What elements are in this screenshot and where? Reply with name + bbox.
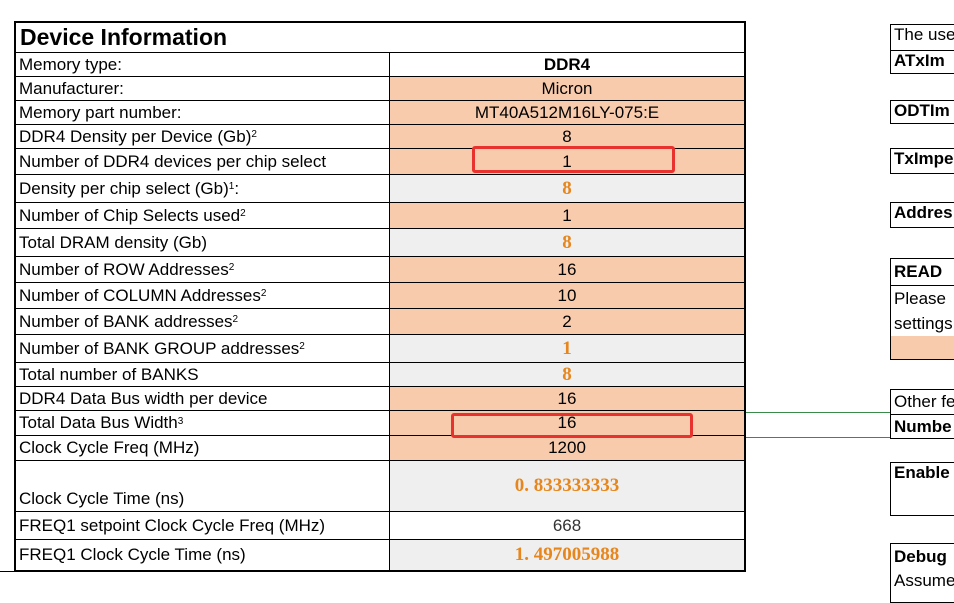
value-cell[interactable]: 8 [390,363,744,386]
value-input-cell[interactable]: 16 [390,387,744,410]
row-label: Memory part number: [16,101,390,124]
table-row: Clock Cycle Freq (MHz) 1200 [16,436,744,461]
highlight-devices-per-cs [472,146,675,173]
table-row: Number of BANK addresses 2 2 [16,309,744,335]
row-label: Number of ROW Addresses 2 [16,257,390,282]
row-label: Number of Chip Selects used 2 [16,203,390,228]
row-label: FREQ1 setpoint Clock Cycle Freq (MHz) [16,512,390,539]
row-label: Manufacturer: [16,77,390,100]
value-input-cell[interactable]: 1200 [390,436,744,460]
table-row: Total Data Bus Width 3 16 [16,411,744,436]
right-read-input[interactable] [891,336,954,359]
table-row: FREQ1 setpoint Clock Cycle Freq (MHz) 668 [16,512,744,540]
device-information-table: Device Information Memory type: DDR4 Manuf… [14,21,746,572]
right-tx-cell[interactable]: TxImpe [890,148,954,174]
right-read-block[interactable]: READ Please settings [890,258,954,360]
value-input-cell[interactable]: 8 [390,125,744,148]
table-row: Number of COLUMN Addresses 2 10 [16,283,744,309]
table-title: Device Information [16,23,744,53]
table-row: FREQ1 Clock Cycle Time (ns) 1. 497005988 [16,540,744,570]
row-label: Number of COLUMN Addresses 2 [16,283,390,308]
right-odt-cell[interactable]: ODTIm [890,100,954,124]
row-label: FREQ1 Clock Cycle Time (ns) [16,540,390,570]
value-input-cell[interactable]: MT40A512M16LY-075:E [390,101,744,124]
right-addr-cell[interactable]: Addres [890,202,954,228]
row-label: Memory type: [16,53,390,76]
value-input-cell[interactable]: 2 [390,309,744,334]
row-label: Clock Cycle Freq (MHz) [16,436,390,460]
table-row: Memory part number: MT40A512M16LY-075:E [16,101,744,125]
value-input-cell[interactable]: 10 [390,283,744,308]
table-row: Number of ROW Addresses 2 16 [16,257,744,283]
row-label: DDR4 Density per Device (Gb) 2 [16,125,390,148]
table-row: DDR4 Density per Device (Gb) 2 8 [16,125,744,149]
table-row: Number of Chip Selects used 2 1 [16,203,744,229]
row-label: Clock Cycle Time (ns) [16,461,390,511]
row-label: Total Data Bus Width 3 [16,411,390,435]
table-row: Memory type: DDR4 [16,53,744,77]
value-cell[interactable]: 1 [390,335,744,362]
right-enable-cell[interactable]: Enable [890,462,954,516]
right-atx-cell[interactable]: ATxIm [890,50,954,74]
table-row: Clock Cycle Time (ns) 0. 833333333 [16,461,744,512]
value-cell[interactable]: 1. 497005988 [390,540,744,570]
value-input-cell[interactable]: 16 [390,411,744,435]
row-label: Density per chip select (Gb) 1: [16,175,390,202]
table-row: Total number of BANKS 8 [16,363,744,387]
cell-selection-outline [746,412,890,438]
table-row: Total DRAM density (Gb) 8 [16,229,744,257]
row-label: DDR4 Data Bus width per device [16,387,390,410]
table-row: Density per chip select (Gb) 1:8 [16,175,744,203]
right-other-block[interactable]: Other fe Numbe [890,389,954,439]
value-cell[interactable]: DDR4 [543,54,591,74]
sheet-row-line [0,571,14,572]
right-intro-cell[interactable]: The use [890,24,954,50]
table-row: Number of DDR4 devices per chip select 1 [16,149,744,175]
table-row: DDR4 Data Bus width per device 16 [16,387,744,411]
highlight-total-bus-width [451,413,693,438]
value-cell[interactable]: 668 [390,512,744,539]
value-input-cell[interactable]: 1 [390,203,744,228]
row-label: Number of BANK GROUP addresses 2 [16,335,390,362]
row-label: Total DRAM density (Gb) [16,229,390,256]
table-row: Manufacturer: Micron [16,77,744,101]
table-row: Number of BANK GROUP addresses 2 1 [16,335,744,363]
value-cell[interactable]: 8 [390,175,744,202]
row-label: Total number of BANKS [16,363,390,386]
right-debug-block[interactable]: Debug Assume [890,543,954,603]
value-input-cell[interactable]: 1 [390,149,744,174]
value-cell[interactable]: 0. 833333333 [390,461,744,511]
value-cell[interactable]: 8 [390,229,744,256]
value-input-cell[interactable]: Micron [390,77,744,100]
row-label: Number of DDR4 devices per chip select [16,149,390,174]
row-label: Number of BANK addresses 2 [16,309,390,334]
value-input-cell[interactable]: 16 [390,257,744,282]
